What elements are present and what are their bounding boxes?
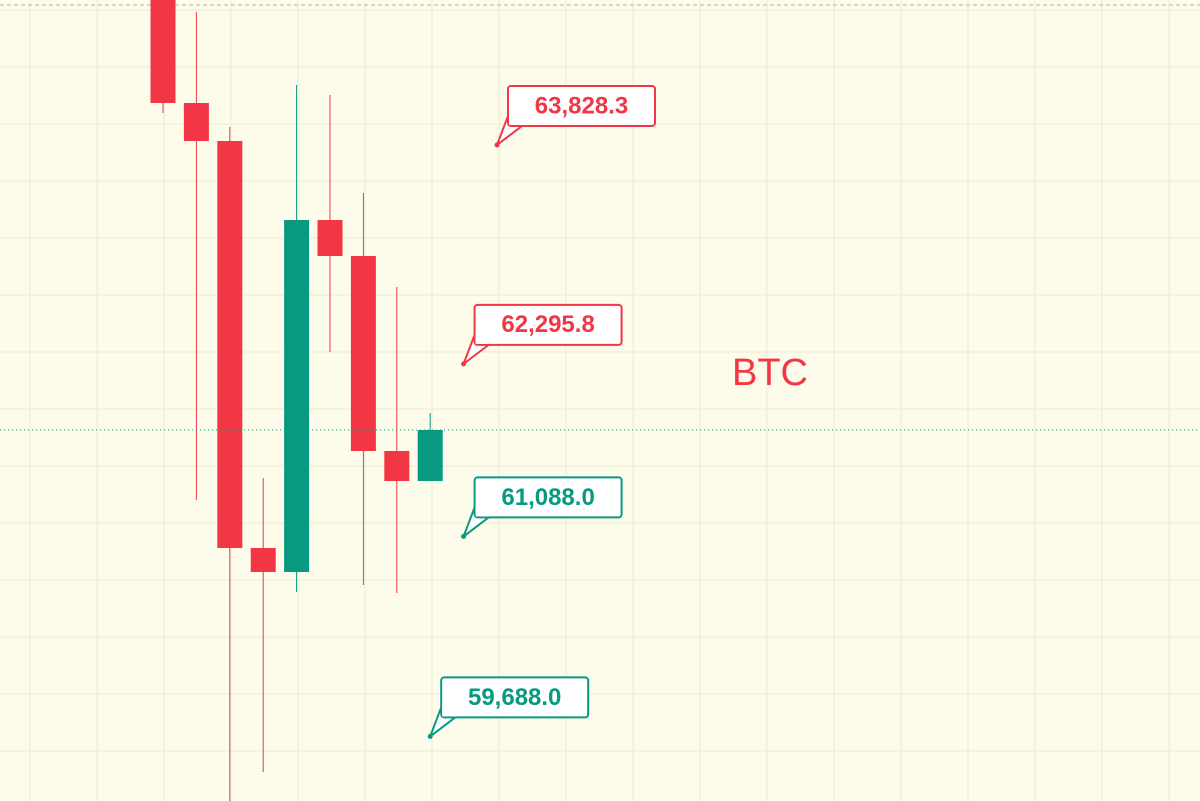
price-callout: 63,828.3: [494, 84, 656, 148]
callout-label: 62,295.8: [501, 311, 594, 338]
callout-point: [461, 361, 467, 367]
callout-joint: [475, 505, 490, 517]
candle-body: [417, 430, 443, 481]
callout-label: 61,088.0: [501, 484, 594, 511]
candle-body: [284, 220, 310, 572]
candle-body: [150, 0, 176, 103]
callout-box: [473, 303, 623, 346]
callout-box: [473, 476, 623, 519]
price-callout: 59,688.0: [427, 676, 590, 739]
price-callout: 62,295.8: [461, 303, 623, 367]
callout-joint: [442, 705, 457, 717]
symbol-label: BTC: [732, 352, 808, 394]
candle-body: [250, 548, 276, 572]
callout-box: [440, 676, 590, 719]
callout-joint: [509, 113, 523, 125]
callout-box: [507, 84, 656, 127]
callout-joint: [475, 332, 490, 344]
price-callout: 61,088.0: [461, 476, 623, 539]
callout-point: [427, 733, 433, 739]
callout-point: [494, 142, 500, 148]
candle-body: [217, 141, 243, 548]
callout-point: [461, 533, 467, 539]
callout-label: 59,688.0: [468, 684, 561, 711]
candle-body: [183, 103, 209, 141]
candle-body: [384, 451, 410, 481]
candle-body: [350, 256, 376, 451]
callout-label: 63,828.3: [535, 92, 628, 119]
candle-body: [317, 220, 343, 256]
